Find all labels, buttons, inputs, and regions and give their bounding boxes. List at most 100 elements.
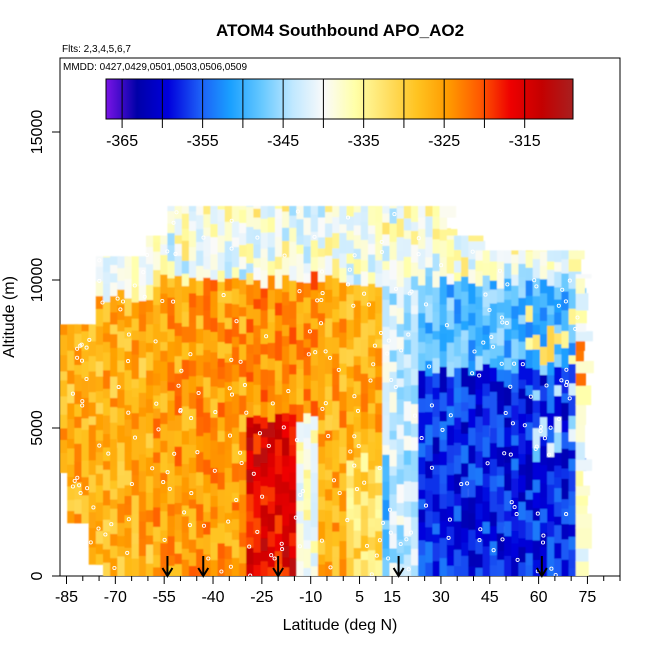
- heatmap-cell: [196, 375, 205, 387]
- observation-point: [544, 383, 549, 388]
- heatmap-cell: [332, 522, 340, 532]
- heatmap-cell: [518, 388, 531, 399]
- heatmap-cell: [368, 319, 379, 336]
- heatmap-cell: [518, 379, 526, 389]
- observation-points: [70, 209, 580, 576]
- heatmap-cell: [325, 211, 337, 224]
- heatmap-cell: [138, 300, 151, 315]
- heatmap-cell: [95, 543, 106, 555]
- heatmap-cell: [368, 413, 377, 429]
- heatmap-cell: [224, 328, 234, 344]
- observation-point: [368, 378, 373, 383]
- heatmap-cell: [346, 206, 357, 217]
- observation-point: [188, 352, 193, 357]
- heatmap-cell: [138, 510, 148, 522]
- observation-point: [179, 368, 184, 373]
- observation-point: [300, 489, 305, 494]
- heatmap-cell: [81, 417, 94, 430]
- heatmap-cell: [274, 493, 285, 506]
- heatmap-cell: [432, 416, 443, 438]
- heatmap-cell: [81, 330, 92, 351]
- heatmap-cell: [461, 497, 471, 511]
- heatmap-cell: [310, 492, 323, 503]
- observation-point: [132, 283, 137, 288]
- heatmap-cell: [67, 369, 76, 385]
- heatmap-cell: [188, 206, 199, 212]
- x-tick-label: -85: [55, 589, 78, 606]
- heatmap-cell: [231, 246, 241, 268]
- heatmap-cell: [117, 503, 129, 523]
- heatmap-cell: [296, 441, 306, 451]
- observation-point: [174, 210, 179, 215]
- observation-point: [444, 323, 449, 328]
- heatmap-cell: [396, 438, 408, 455]
- heatmap-cell: [496, 503, 509, 523]
- observation-point: [387, 507, 393, 512]
- observation-point: [548, 425, 553, 430]
- heatmap-cell: [246, 262, 254, 273]
- heatmap-cell: [153, 235, 164, 243]
- heatmap-cell: [539, 250, 549, 252]
- heatmap-cell: [403, 277, 415, 295]
- heatmap-cell: [418, 370, 429, 389]
- heatmap-cell: [411, 262, 420, 277]
- observation-point: [84, 345, 89, 350]
- heatmap-cell: [260, 485, 271, 496]
- heatmap-cell: [425, 490, 434, 512]
- observation-point: [165, 249, 170, 254]
- heatmap-cell: [131, 558, 139, 576]
- heatmap-cell: [267, 246, 279, 262]
- heatmap-cell: [181, 444, 190, 464]
- heatmap-cell: [188, 277, 201, 294]
- heatmap-cell: [95, 413, 105, 431]
- heatmap-cell: [317, 368, 328, 388]
- heatmap-cell: [575, 360, 594, 374]
- heatmap-cell: [575, 350, 584, 362]
- heatmap-cell: [117, 522, 128, 536]
- heatmap-cell: [138, 538, 151, 556]
- heatmap-cell: [532, 507, 543, 521]
- heatmap-cell: [224, 317, 238, 330]
- heatmap-cell: [325, 429, 336, 441]
- heatmap-cell: [160, 440, 168, 453]
- heatmap-cell: [568, 549, 578, 560]
- observation-point: [85, 486, 90, 491]
- heatmap-cell: [575, 322, 587, 332]
- observation-point: [282, 253, 287, 258]
- heatmap-cell: [518, 314, 527, 324]
- heatmap-cell: [317, 206, 328, 218]
- observation-point: [318, 321, 324, 326]
- heatmap-cell: [282, 420, 291, 438]
- observation-point: [294, 437, 299, 443]
- heatmap-cell: [425, 510, 433, 528]
- heatmap-cell: [461, 352, 469, 368]
- observation-point: [491, 548, 496, 553]
- heatmap-cell: [110, 397, 120, 408]
- heatmap-cell: [554, 250, 569, 263]
- observation-point: [423, 503, 429, 508]
- heatmap-cell: [224, 558, 236, 576]
- heatmap-cell: [418, 387, 431, 399]
- observation-point: [286, 389, 291, 394]
- heatmap-cell: [289, 502, 299, 514]
- heatmap-cell: [325, 479, 335, 490]
- observation-point: [266, 443, 271, 448]
- heatmap-cell: [446, 235, 461, 240]
- observation-point: [323, 401, 328, 406]
- heatmap-cell: [518, 453, 529, 465]
- heatmap-cell: [547, 536, 555, 546]
- heatmap-cell: [282, 256, 294, 275]
- observation-point: [423, 302, 429, 307]
- heatmap-cell: [103, 341, 116, 353]
- heatmap-cell: [346, 487, 361, 498]
- heatmap-cell: [504, 369, 513, 388]
- heatmap-cell: [217, 269, 229, 282]
- heatmap-cell: [375, 259, 386, 274]
- heatmap-cell: [504, 262, 513, 279]
- heatmap-cell: [103, 460, 113, 470]
- heatmap-cell: [124, 297, 136, 316]
- heatmap-cell: [296, 510, 304, 524]
- heatmap-cell: [547, 269, 556, 286]
- observation-point: [162, 537, 167, 542]
- heatmap-cell: [296, 323, 304, 340]
